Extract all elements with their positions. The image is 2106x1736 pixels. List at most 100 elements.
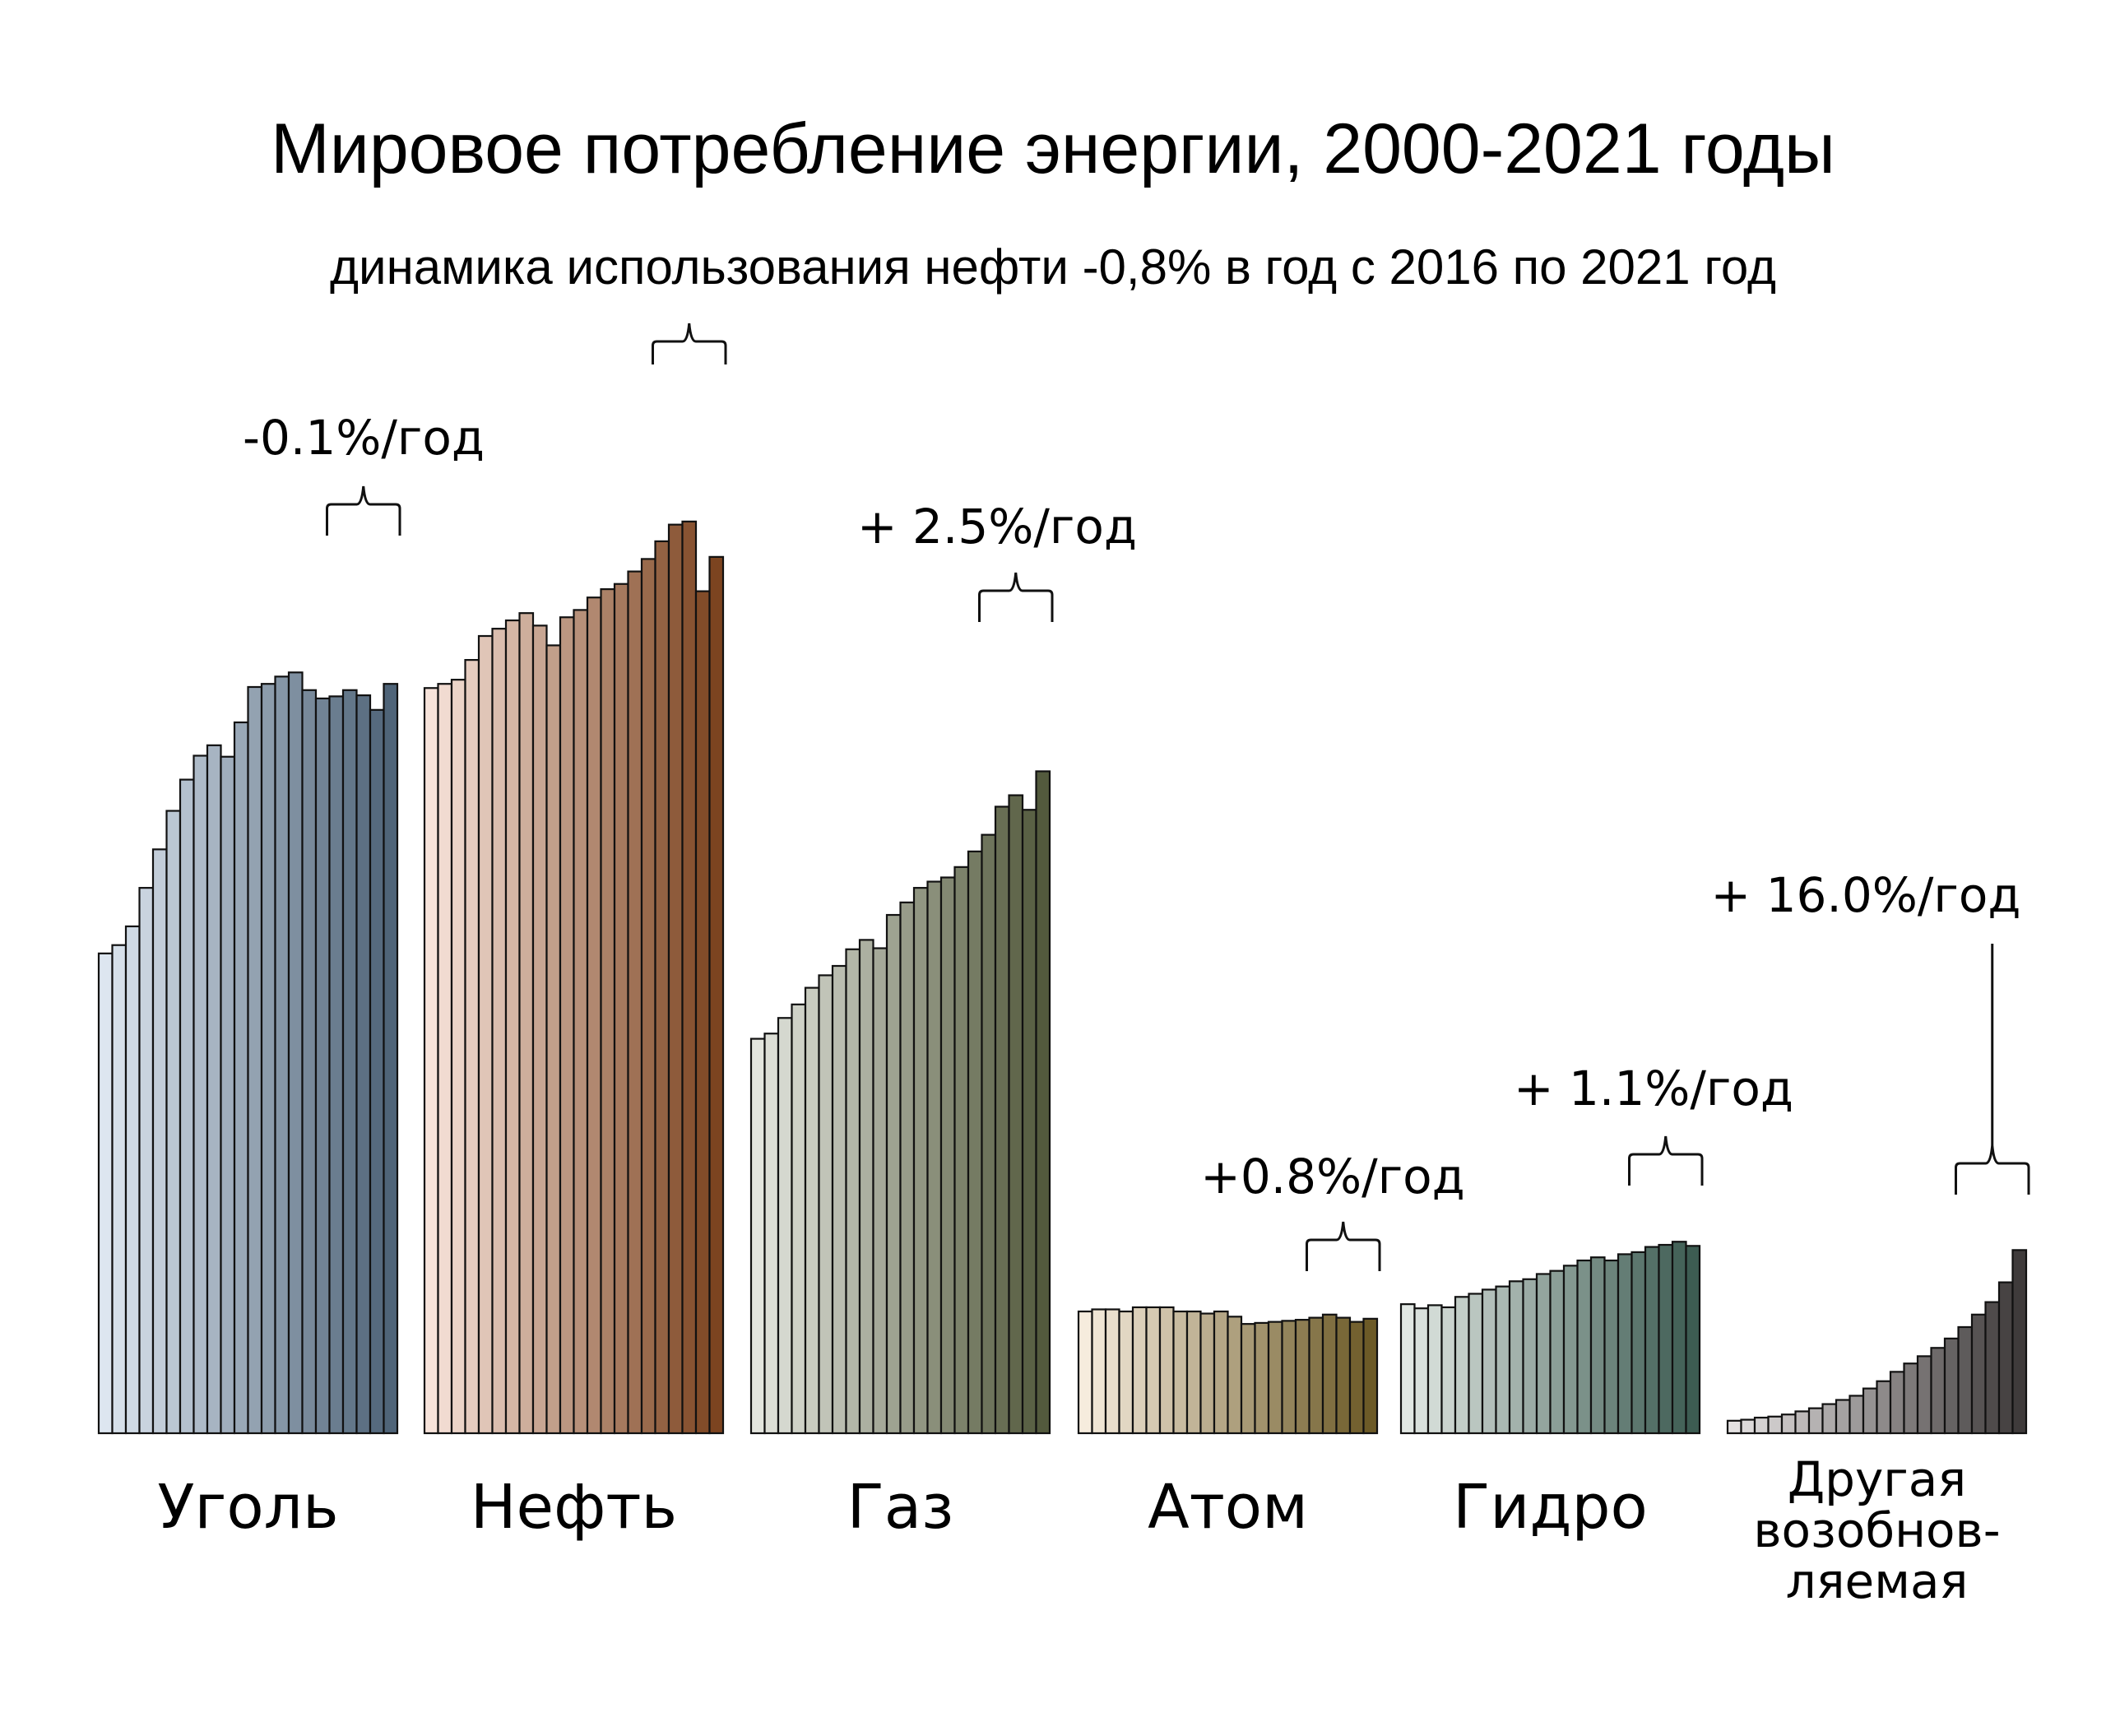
bar-3-2017 [981,833,997,1435]
category-label: Газ [847,1472,954,1543]
bar-2-2020 [694,590,711,1435]
bar-1-2009 [220,755,236,1435]
bar-4-2003 [1118,1310,1134,1435]
chart-title: Мировое потребление энергии, 2000-2021 г… [271,109,1835,188]
bar-6-2009 [1849,1395,1865,1435]
bar-3-2004 [804,986,820,1435]
bar-1-2013 [274,675,290,1435]
category-label-line-1: Другая [1788,1451,1966,1507]
bar-6-2015 [1930,1347,1946,1435]
bar-3-2012 [912,887,929,1435]
bar-4-2013 [1254,1321,1270,1435]
bar-3-2001 [763,1033,780,1435]
bar-5-2005 [1468,1293,1484,1435]
bar-2-2018 [667,523,684,1435]
bar-4-2000 [1077,1310,1093,1435]
bar-6-2001 [1740,1418,1756,1435]
bar-4-2011 [1227,1316,1243,1435]
bar-4-2002 [1104,1308,1120,1435]
bar-4-2019 [1335,1316,1352,1435]
bar-2-2002 [450,679,466,1435]
brace-5 [1628,1135,1704,1186]
plot-area: Уголь -0.1%/год Нефть Газ + 2.5%/год Атом +0.8… [97,323,2030,1609]
bar-6-2006 [1807,1407,1824,1435]
bar-3-2020 [1021,809,1037,1435]
bar-1-2008 [206,744,222,1435]
bar-1-2000 [97,952,114,1435]
bar-1-2010 [233,721,249,1435]
bar-5-2018 [1644,1246,1660,1435]
bar-4-2015 [1281,1320,1297,1435]
bar-2-2010 [559,616,575,1435]
bar-2-2012 [586,596,602,1435]
bar-6-2011 [1876,1380,1892,1435]
chart-subtitle: динамика использования нефти -0,8% в год… [330,239,1776,295]
bar-4-2008 [1185,1310,1202,1435]
bar-3-2002 [777,1017,793,1435]
category-label: Уголь [157,1472,338,1543]
bar-5-2006 [1481,1288,1497,1435]
growth-annotation: + 1.1%/год [1514,1061,1793,1116]
bar-5-2003 [1440,1306,1457,1435]
bar-6-2012 [1889,1371,1905,1435]
bar-2-2006 [504,619,521,1435]
bar-4-2021 [1362,1317,1379,1435]
bar-6-2019 [1984,1301,2001,1435]
bar-6-2014 [1916,1355,1932,1435]
bar-2-2017 [654,540,670,1435]
bar-3-2013 [926,880,943,1435]
bar-3-2019 [1008,794,1024,1435]
bar-2-2001 [437,683,453,1435]
bar-1-2014 [287,671,304,1435]
bar-2-2000 [423,687,439,1435]
brace-6 [1955,1144,2030,1195]
bar-2-2014 [613,583,629,1435]
bar-5-2004 [1454,1296,1470,1435]
bar-4-2006 [1158,1306,1175,1435]
bar-2-2021 [708,555,725,1435]
bar-3-2014 [939,876,956,1435]
series-group-5: Гидро + 1.1%/год [1399,1061,1793,1543]
bar-6-2020 [1997,1281,2014,1435]
series-group-4: Атом +0.8%/год [1077,1149,1465,1543]
bar-5-2013 [1576,1259,1593,1435]
bar-6-2003 [1767,1415,1784,1435]
bar-3-2007 [845,948,861,1435]
growth-annotation: -0.1%/год [243,410,485,466]
series-group-2: Нефть [423,323,727,1543]
bar-5-2009 [1522,1278,1538,1435]
bar-5-2000 [1399,1303,1416,1435]
bar-1-2002 [124,925,141,1435]
bar-4-2018 [1321,1313,1338,1435]
bar-4-2012 [1240,1323,1256,1435]
bar-6-2007 [1821,1403,1838,1435]
bar-4-2014 [1267,1321,1283,1435]
bar-2-2007 [518,612,535,1435]
category-label: Атом [1148,1472,1308,1543]
bar-3-2000 [749,1037,766,1435]
bar-5-2020 [1671,1241,1687,1435]
bar-6-2000 [1726,1419,1742,1435]
bar-5-2016 [1617,1253,1633,1435]
bar-5-2010 [1535,1273,1552,1435]
bar-6-2010 [1862,1387,1878,1435]
bar-2-2019 [681,520,698,1435]
brace-1 [326,485,401,536]
bar-4-2009 [1199,1312,1216,1435]
bar-3-2010 [885,913,902,1435]
bar-5-2007 [1495,1285,1511,1435]
bar-6-2017 [1957,1325,1974,1435]
brace-4 [1306,1221,1381,1271]
bar-4-2020 [1348,1321,1365,1435]
bar-6-2002 [1753,1416,1770,1435]
bar-5-2021 [1685,1245,1701,1435]
bar-6-2008 [1835,1399,1851,1435]
bar-5-2012 [1562,1265,1579,1435]
bar-1-2005 [165,810,182,1435]
bar-6-2005 [1794,1410,1811,1435]
bar-1-2015 [301,689,318,1435]
bar-3-2021 [1035,770,1051,1435]
bar-2-2008 [531,624,548,1435]
bar-3-2015 [953,866,970,1435]
